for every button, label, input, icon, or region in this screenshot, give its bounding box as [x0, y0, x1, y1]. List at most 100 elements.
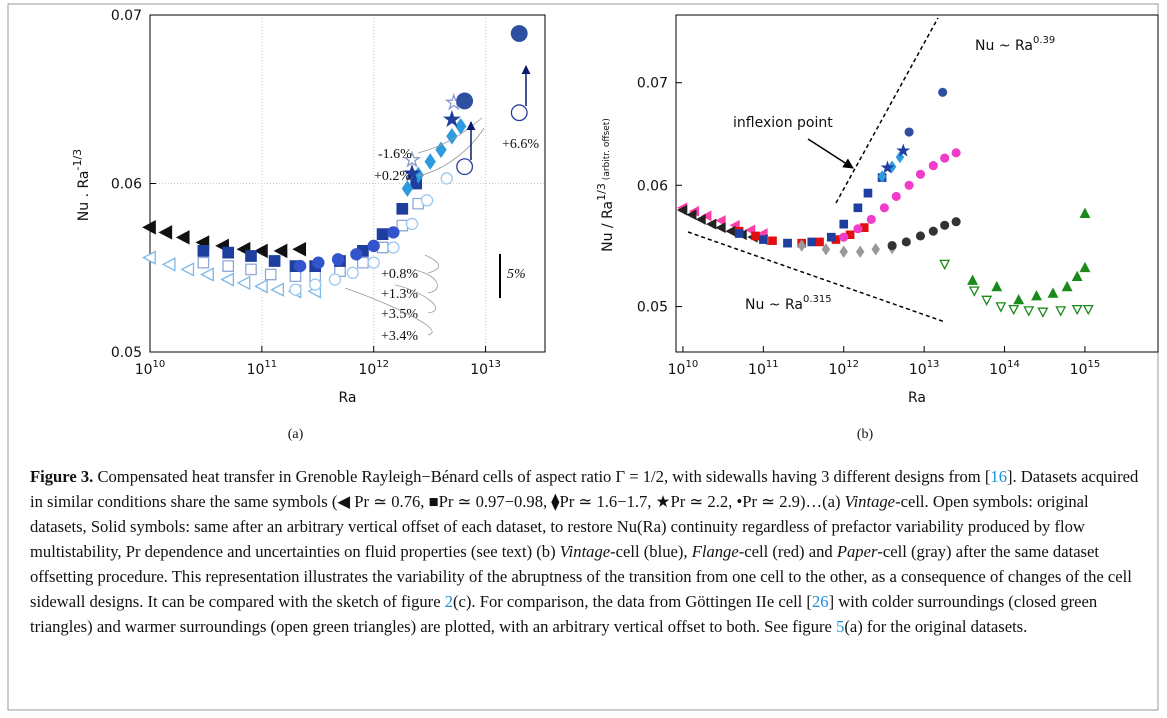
data-point: [991, 280, 1003, 292]
data-point: [1061, 280, 1073, 292]
x-tick-label: 1011: [748, 359, 779, 378]
data-point: [866, 214, 876, 224]
data-point: [455, 117, 467, 135]
y-axis-label: Nu / Ra1/3 (arbitr. offset): [595, 118, 616, 252]
x-tick-label-base: 10: [470, 362, 488, 378]
data-point: [456, 158, 474, 176]
data-point: [268, 255, 281, 267]
data-point: [938, 87, 948, 97]
y-axis-label-exponent: -1/3: [71, 149, 84, 171]
data-point: [289, 283, 302, 296]
x-tick-label-base: 10: [989, 362, 1007, 378]
data-point: [734, 229, 744, 238]
data-point: [142, 220, 156, 235]
x-tick-label-exponent: 13: [488, 359, 501, 370]
data-point: [676, 204, 688, 216]
annotation: inflexion point: [733, 115, 833, 131]
data-point: [161, 257, 176, 272]
data-point: [706, 218, 717, 230]
data-point: [951, 217, 961, 227]
x-tick-label: 1013: [470, 359, 501, 378]
data-point: [200, 267, 214, 282]
data-point: [346, 266, 359, 279]
power-law-line: [687, 231, 946, 323]
data-point: [995, 302, 1007, 313]
data-point: [402, 163, 422, 182]
leader-line: [417, 127, 485, 177]
power-law-line: [835, 17, 939, 204]
data-point: [292, 241, 307, 257]
annotation: 5%: [507, 267, 526, 282]
annotation: +0.8%: [381, 267, 418, 282]
data-point: [510, 104, 528, 122]
data-point: [877, 170, 887, 183]
data-point: [1013, 294, 1025, 305]
x-tick-label-base: 10: [909, 362, 927, 378]
data-point: [701, 210, 712, 222]
data-point: [783, 238, 792, 248]
caption-text: -cell (gray) after the same dataset offs…: [30, 542, 1132, 611]
data-point: [915, 231, 926, 241]
data-point: [293, 259, 307, 273]
data-point: [312, 256, 325, 269]
x-tick-label: 1012: [358, 359, 389, 378]
data-point: [1071, 304, 1083, 316]
data-point: [1079, 207, 1091, 218]
data-point: [328, 273, 342, 286]
data-point: [1008, 304, 1020, 316]
y-tick-label: 0.07: [111, 8, 142, 24]
x-tick-label-exponent: 15: [1088, 359, 1101, 370]
caption-text: Paper: [836, 542, 878, 561]
x-tick-label-exponent: 11: [766, 359, 779, 370]
caption-text: Figure 3.: [30, 467, 94, 486]
data-point: [180, 262, 195, 277]
data-point: [871, 243, 880, 256]
data-point: [940, 220, 950, 230]
data-point: [1031, 289, 1042, 301]
plot-frame: [675, 14, 1159, 353]
x-tick-label-base: 10: [748, 362, 766, 378]
data-point: [1079, 261, 1091, 273]
data-point: [396, 219, 409, 232]
data-point: [928, 161, 938, 171]
data-point: [412, 197, 425, 210]
annotation: +1.3%: [381, 287, 418, 302]
y-tick-label: 0.05: [637, 300, 668, 316]
y-tick-label: 0.07: [637, 76, 668, 92]
data-point: [446, 128, 458, 145]
data-point: [891, 191, 901, 202]
figure-border: [7, 3, 1159, 711]
leader-line: [424, 254, 439, 274]
data-point: [456, 92, 474, 110]
law-label-exponent: 0.315: [803, 294, 832, 305]
x-tick-label: 1012: [828, 359, 859, 378]
caption-text: 16: [990, 467, 1007, 486]
data-point: [951, 148, 961, 158]
data-point: [1055, 306, 1067, 317]
data-point: [387, 226, 400, 239]
data-point: [839, 219, 849, 229]
data-point: [367, 239, 380, 253]
law-label-base: Nu ~ Ra: [975, 38, 1033, 54]
x-tick-label-base: 10: [828, 362, 846, 378]
data-point: [440, 172, 453, 185]
x-tick-label-exponent: 11: [264, 359, 277, 370]
data-point: [695, 213, 706, 225]
data-point: [331, 253, 345, 266]
data-point: [367, 256, 380, 269]
data-point: [350, 248, 363, 261]
plot-frame: [149, 14, 546, 353]
caption-text: -cell (blue),: [610, 542, 692, 561]
data-point: [904, 127, 914, 137]
caption-text: ]. Datasets acquired in similar conditio…: [30, 467, 1139, 511]
annotation: +3.5%: [381, 307, 418, 322]
data-point: [401, 180, 413, 197]
data-point: [715, 222, 726, 234]
data-point: [376, 228, 389, 240]
data-point: [968, 286, 980, 297]
data-point: [686, 209, 697, 221]
data-point: [751, 231, 760, 241]
x-tick-label-exponent: 13: [927, 359, 940, 370]
data-point: [175, 230, 190, 245]
